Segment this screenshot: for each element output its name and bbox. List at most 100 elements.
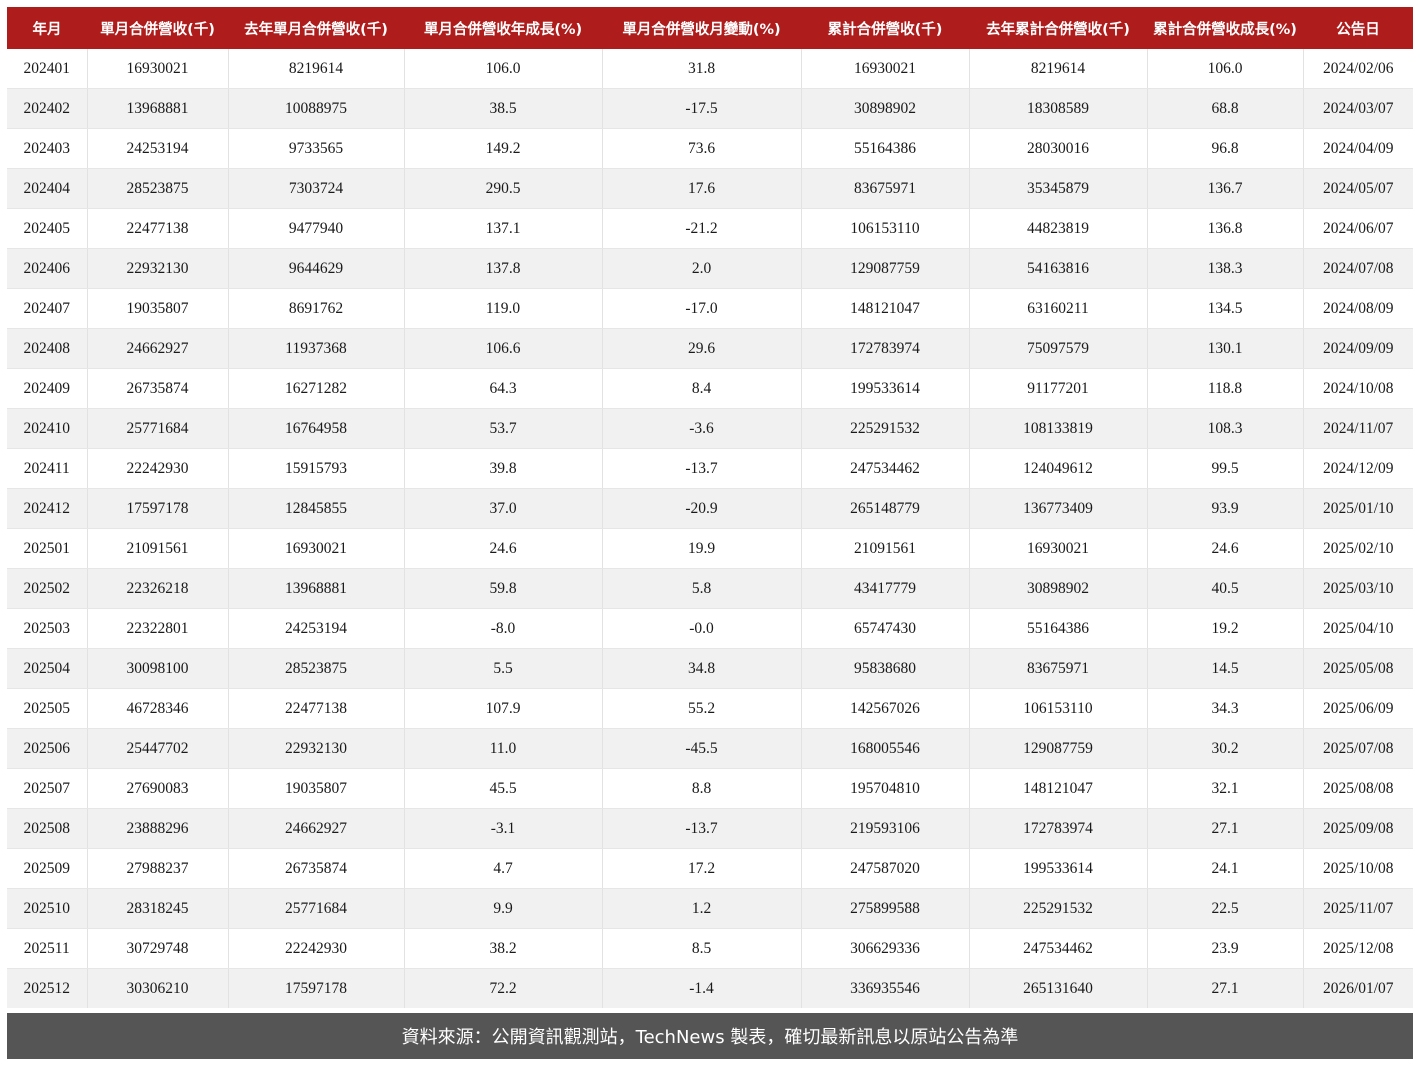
cell-year-month: 202405	[7, 208, 88, 249]
cell-cumulative-revenue: 148121047	[801, 288, 970, 329]
cell-monthly-yoy-growth: 38.5	[404, 88, 603, 129]
cell-last-year-monthly-revenue: 22242930	[228, 928, 405, 969]
cell-announcement-date: 2024/06/07	[1303, 208, 1413, 249]
cell-monthly-mom-change: 34.8	[602, 648, 802, 689]
cell-last-year-monthly-revenue: 12845855	[228, 488, 405, 529]
cell-monthly-mom-change: -13.7	[602, 808, 802, 849]
cell-monthly-yoy-growth: 5.5	[404, 648, 603, 689]
cell-monthly-mom-change: -45.5	[602, 728, 802, 769]
cell-last-year-cumulative-revenue: 54163816	[969, 248, 1148, 289]
cell-last-year-cumulative-revenue: 106153110	[969, 688, 1148, 729]
column-header-monthly-mom-change[interactable]: 單月合併營收月變動(%)	[602, 7, 801, 49]
cell-monthly-yoy-growth: 290.5	[404, 168, 603, 209]
column-header-cumulative-revenue[interactable]: 累計合併營收(千)	[801, 7, 969, 49]
cell-cumulative-revenue: 95838680	[801, 648, 970, 689]
cell-monthly-yoy-growth: -8.0	[404, 608, 603, 649]
cell-cumulative-growth: 93.9	[1147, 488, 1304, 529]
cell-monthly-yoy-growth: 59.8	[404, 568, 603, 609]
cell-last-year-cumulative-revenue: 75097579	[969, 328, 1148, 369]
table-body: 202401 16930021 8219614 106.0 31.8 16930021 82…	[7, 49, 1413, 1008]
cell-monthly-mom-change: -13.7	[602, 448, 802, 489]
table-row: 202408 24662927 11937368 106.6 29.6 172783974…	[7, 328, 1413, 369]
cell-last-year-monthly-revenue: 9644629	[228, 248, 405, 289]
cell-announcement-date: 2025/12/08	[1303, 928, 1413, 969]
cell-year-month: 202511	[7, 928, 88, 969]
cell-cumulative-growth: 96.8	[1147, 128, 1304, 169]
cell-monthly-yoy-growth: 24.6	[404, 528, 603, 569]
cell-year-month: 202407	[7, 288, 88, 329]
cell-last-year-cumulative-revenue: 172783974	[969, 808, 1148, 849]
table-row: 202508 23888296 24662927 -3.1 -13.7 219593106…	[7, 808, 1413, 849]
table-row: 202510 28318245 25771684 9.9 1.2 275899588 225…	[7, 888, 1413, 929]
cell-announcement-date: 2024/10/08	[1303, 368, 1413, 409]
table-header-row: 年月 單月合併營收(千) 去年單月合併營收(千) 單月合併營收年成長(%) 單月…	[7, 7, 1413, 49]
cell-year-month: 202502	[7, 568, 88, 609]
cell-monthly-yoy-growth: 64.3	[404, 368, 603, 409]
cell-announcement-date: 2025/05/08	[1303, 648, 1413, 689]
table-row: 202507 27690083 19035807 45.5 8.8 195704810 14…	[7, 768, 1413, 809]
cell-monthly-revenue: 26735874	[87, 368, 229, 409]
cell-cumulative-growth: 19.2	[1147, 608, 1304, 649]
cell-cumulative-revenue: 199533614	[801, 368, 970, 409]
cell-monthly-revenue: 30306210	[87, 968, 229, 1008]
cell-last-year-cumulative-revenue: 28030016	[969, 128, 1148, 169]
cell-monthly-revenue: 19035807	[87, 288, 229, 329]
cell-cumulative-revenue: 168005546	[801, 728, 970, 769]
source-note-text: 資料來源：公開資訊觀測站，TechNews 製表，確切最新訊息以原站公告為準	[401, 1027, 1019, 1048]
column-header-monthly-revenue[interactable]: 單月合併營收(千)	[87, 7, 228, 49]
column-header-announcement-date[interactable]: 公告日	[1303, 7, 1413, 49]
cell-year-month: 202507	[7, 768, 88, 809]
cell-monthly-mom-change: 19.9	[602, 528, 802, 569]
cell-monthly-revenue: 22932130	[87, 248, 229, 289]
table-row: 202505 46728346 22477138 107.9 55.2 142567026…	[7, 688, 1413, 729]
cell-announcement-date: 2024/12/09	[1303, 448, 1413, 489]
cell-year-month: 202406	[7, 248, 88, 289]
cell-last-year-monthly-revenue: 28523875	[228, 648, 405, 689]
cell-last-year-cumulative-revenue: 124049612	[969, 448, 1148, 489]
cell-monthly-mom-change: -17.5	[602, 88, 802, 129]
cell-announcement-date: 2025/07/08	[1303, 728, 1413, 769]
cell-cumulative-revenue: 247534462	[801, 448, 970, 489]
cell-year-month: 202508	[7, 808, 88, 849]
cell-cumulative-revenue: 129087759	[801, 248, 970, 289]
cell-last-year-monthly-revenue: 10088975	[228, 88, 405, 129]
cell-monthly-revenue: 28318245	[87, 888, 229, 929]
cell-monthly-mom-change: 73.6	[602, 128, 802, 169]
column-header-last-year-monthly-revenue[interactable]: 去年單月合併營收(千)	[228, 7, 404, 49]
cell-cumulative-growth: 130.1	[1147, 328, 1304, 369]
cell-last-year-monthly-revenue: 7303724	[228, 168, 405, 209]
column-header-cumulative-growth[interactable]: 累計合併營收成長(%)	[1147, 7, 1303, 49]
cell-year-month: 202401	[7, 49, 88, 89]
cell-cumulative-growth: 134.5	[1147, 288, 1304, 329]
cell-last-year-monthly-revenue: 11937368	[228, 328, 405, 369]
table-row: 202411 22242930 15915793 39.8 -13.7 247534462…	[7, 448, 1413, 489]
table-header: 年月 單月合併營收(千) 去年單月合併營收(千) 單月合併營收年成長(%) 單月…	[7, 7, 1413, 49]
cell-cumulative-growth: 136.8	[1147, 208, 1304, 249]
column-header-monthly-yoy-growth[interactable]: 單月合併營收年成長(%)	[404, 7, 602, 49]
cell-cumulative-growth: 138.3	[1147, 248, 1304, 289]
column-header-year-month[interactable]: 年月	[7, 7, 87, 49]
cell-monthly-yoy-growth: -3.1	[404, 808, 603, 849]
cell-last-year-monthly-revenue: 15915793	[228, 448, 405, 489]
cell-announcement-date: 2026/01/07	[1303, 968, 1413, 1008]
cell-announcement-date: 2025/10/08	[1303, 848, 1413, 889]
cell-monthly-revenue: 16930021	[87, 49, 229, 89]
cell-monthly-yoy-growth: 37.0	[404, 488, 603, 529]
cell-cumulative-revenue: 65747430	[801, 608, 970, 649]
cell-year-month: 202409	[7, 368, 88, 409]
cell-last-year-monthly-revenue: 22932130	[228, 728, 405, 769]
cell-cumulative-growth: 68.8	[1147, 88, 1304, 129]
cell-year-month: 202504	[7, 648, 88, 689]
source-footer: 資料來源：公開資訊觀測站，TechNews 製表，確切最新訊息以原站公告為準	[7, 1013, 1413, 1059]
cell-monthly-revenue: 25771684	[87, 408, 229, 449]
cell-cumulative-growth: 106.0	[1147, 49, 1304, 89]
column-header-last-year-cumulative-revenue[interactable]: 去年累計合併營收(千)	[969, 7, 1147, 49]
cell-year-month: 202510	[7, 888, 88, 929]
table-row: 202412 17597178 12845855 37.0 -20.9 265148779…	[7, 488, 1413, 529]
cell-monthly-mom-change: -1.4	[602, 968, 802, 1008]
cell-cumulative-growth: 23.9	[1147, 928, 1304, 969]
cell-monthly-mom-change: 29.6	[602, 328, 802, 369]
cell-cumulative-revenue: 265148779	[801, 488, 970, 529]
cell-cumulative-growth: 22.5	[1147, 888, 1304, 929]
cell-last-year-monthly-revenue: 19035807	[228, 768, 405, 809]
